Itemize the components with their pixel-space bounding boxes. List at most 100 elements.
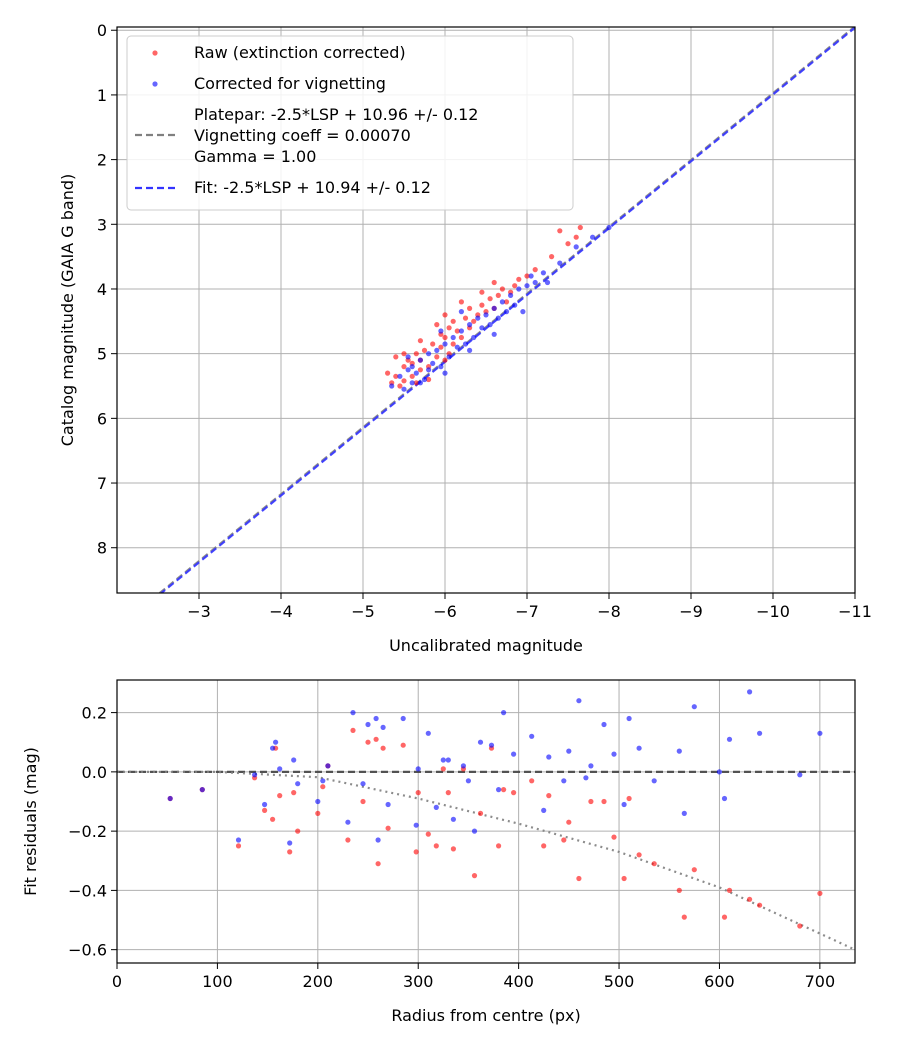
data-point — [495, 315, 501, 321]
data-point — [496, 843, 502, 849]
data-point — [291, 757, 297, 763]
data-point — [450, 341, 456, 347]
data-point — [438, 364, 444, 370]
data-point — [287, 840, 293, 846]
data-point — [375, 837, 381, 843]
calibration-plot: −3 −4 −5 −6 −7 −8 −9 −10 −11 0 1 2 3 4 5 6 7 8 Uncalibrate… — [58, 21, 872, 655]
data-point — [566, 748, 572, 754]
data-point — [524, 283, 530, 289]
data-point — [588, 798, 594, 805]
data-point — [438, 328, 444, 334]
data-point — [434, 354, 440, 360]
data-point — [573, 244, 579, 250]
data-point — [438, 344, 444, 350]
data-point — [606, 224, 612, 231]
data-point — [458, 299, 464, 305]
data-point — [483, 312, 489, 318]
data-point — [413, 849, 419, 855]
x-tick-label: −3 — [187, 602, 211, 621]
data-point — [417, 338, 423, 344]
data-point — [471, 318, 477, 324]
data-point — [442, 357, 448, 363]
data-point — [681, 810, 687, 817]
data-point — [291, 790, 297, 796]
series-raw-extinction-corrected- — [385, 224, 583, 389]
data-point — [512, 302, 518, 308]
data-point — [541, 807, 547, 814]
data-point — [413, 380, 419, 386]
data-point — [651, 778, 657, 784]
data-point — [413, 351, 419, 357]
data-point — [273, 739, 279, 745]
data-point — [626, 795, 632, 802]
data-point — [516, 286, 522, 292]
data-point — [495, 292, 501, 298]
data-point — [262, 801, 268, 808]
data-point — [467, 305, 473, 311]
data-point — [270, 745, 276, 751]
y-tick-label: −0.2 — [68, 822, 107, 841]
x-tick-label: −8 — [597, 602, 621, 621]
data-point — [532, 279, 538, 286]
data-point — [425, 831, 431, 837]
y-tick-label: 1 — [97, 86, 107, 105]
data-point — [295, 781, 301, 787]
data-point — [491, 331, 497, 337]
data-point — [401, 364, 407, 370]
x-tick-label: −6 — [433, 602, 457, 621]
data-point — [460, 763, 466, 769]
data-point — [450, 846, 456, 852]
data-point — [626, 715, 632, 722]
x-tick-label: 200 — [303, 972, 334, 991]
y-tick-label: 3 — [97, 215, 107, 234]
data-point — [433, 843, 439, 849]
data-point — [503, 309, 510, 315]
data-point — [405, 354, 411, 360]
x-axis-label: Radius from centre (px) — [391, 1006, 580, 1025]
data-point — [415, 766, 421, 772]
data-point — [601, 798, 607, 805]
data-point — [434, 347, 440, 353]
data-point — [716, 769, 723, 775]
data-point — [380, 724, 386, 731]
data-point — [491, 279, 497, 286]
data-point — [577, 224, 583, 231]
data-point — [576, 875, 582, 882]
data-point — [471, 334, 477, 341]
data-point — [417, 367, 423, 373]
plot-area — [158, 27, 855, 593]
data-point — [409, 380, 415, 386]
data-point — [681, 914, 687, 920]
data-point — [546, 754, 552, 760]
data-point — [454, 344, 460, 350]
data-point — [458, 334, 464, 341]
data-point — [426, 376, 432, 383]
data-point — [797, 923, 803, 929]
data-point — [588, 763, 594, 769]
data-point — [442, 341, 448, 347]
data-point — [421, 376, 428, 383]
data-point — [350, 710, 356, 716]
data-point — [487, 322, 493, 328]
data-point — [817, 890, 823, 897]
data-point — [491, 305, 497, 311]
data-point — [488, 742, 495, 748]
data-point — [277, 793, 283, 799]
data-point — [561, 778, 567, 784]
data-point — [434, 322, 440, 328]
data-point — [365, 721, 371, 728]
data-point — [401, 386, 407, 392]
data-point — [549, 254, 555, 260]
data-point — [747, 896, 753, 902]
data-point — [726, 736, 733, 742]
data-point — [590, 234, 596, 240]
data-point — [565, 241, 571, 247]
y-tick-label: 8 — [97, 539, 107, 558]
data-point — [425, 730, 431, 736]
data-point — [797, 772, 803, 778]
x-tick-label: 0 — [112, 972, 122, 991]
data-point — [503, 299, 510, 305]
plot-area — [117, 689, 855, 951]
data-point — [510, 751, 517, 757]
